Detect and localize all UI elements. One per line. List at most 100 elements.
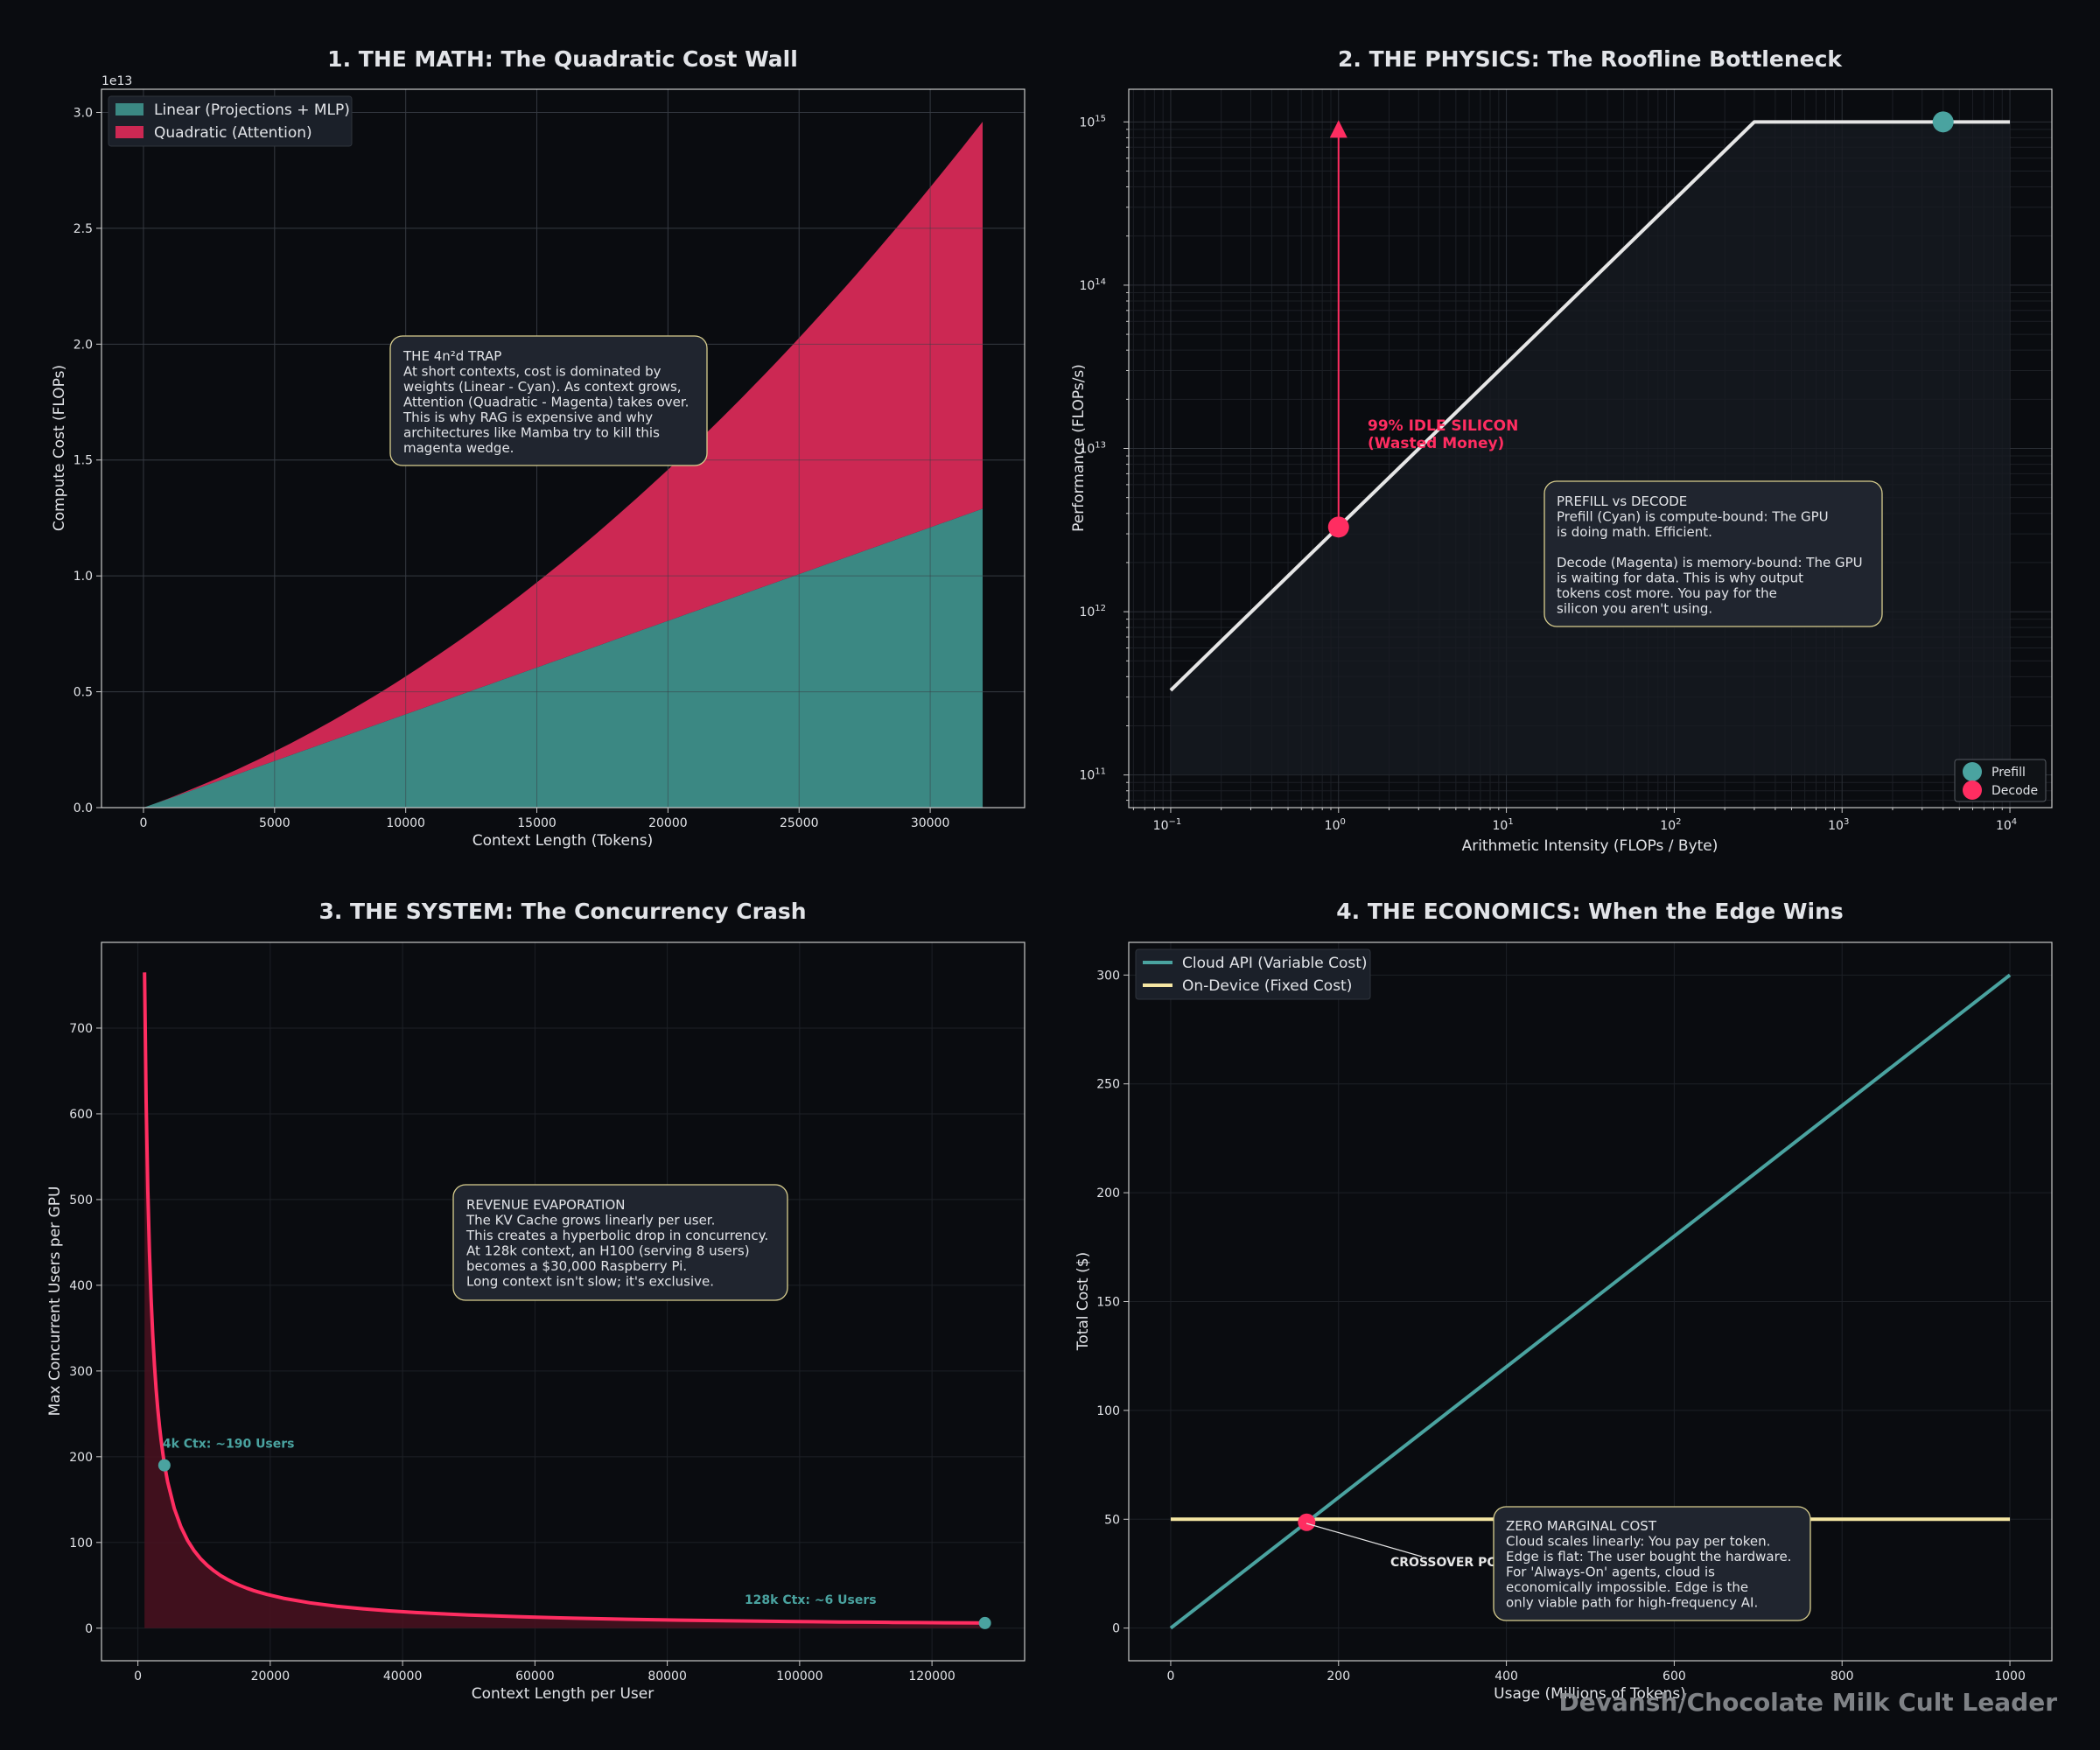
system-panel: 3. THE SYSTEM: The Concurrency Crash 0 20…	[46, 899, 1026, 1703]
x-tick-label: 1000	[1994, 1670, 2026, 1684]
system-annotation: REVENUE EVAPORATION The KV Cache grows li…	[452, 1184, 788, 1301]
x-tick-label: 120000	[908, 1670, 955, 1684]
x-tick-label: 5000	[259, 816, 290, 830]
tick-base: 10	[1079, 443, 1095, 457]
legend-swatch-linear	[116, 103, 144, 116]
y-tick-label: 150	[1096, 1296, 1120, 1310]
annotation-line: The KV Cache grows linearly per user.	[466, 1213, 715, 1228]
math-annotation-box	[389, 335, 708, 466]
annotation-line: Cloud scales linearly: You pay per token…	[1506, 1534, 1770, 1550]
system-plot-area	[143, 972, 991, 1629]
tick-exponent: 14	[1095, 277, 1106, 287]
tick-base: 10	[1660, 819, 1676, 833]
y-tick-label: 200	[69, 1451, 93, 1465]
economics-annotation-box	[1493, 1506, 1811, 1621]
annotation-line: THE 4n²d TRAP	[402, 348, 501, 364]
y-tick-label: 100	[1096, 1404, 1120, 1418]
math-ylabel: Compute Cost (FLOPs)	[51, 365, 68, 531]
economics-annotation-text: ZERO MARGINAL COST Cloud scales linearly:…	[1506, 1518, 1791, 1611]
x-tick-label: 10−1	[1153, 817, 1182, 833]
annotation-line: becomes a $30,000 Raspberry Pi.	[466, 1258, 687, 1274]
tick-base: 10	[1325, 819, 1340, 833]
prefill-point	[1932, 111, 1954, 133]
y-tick-label: 1014	[1079, 277, 1106, 293]
physics-annotation: PREFILL vs DECODE Prefill (Cyan) is compu…	[1544, 480, 1883, 627]
tick-exponent: 3	[1844, 817, 1849, 827]
y-tick-label: 2.0	[74, 338, 93, 352]
annotation-line: is doing math. Efficient.	[1557, 524, 1712, 540]
x-tick-label: 0	[134, 1670, 142, 1684]
y-tick-label: 1012	[1079, 604, 1106, 620]
legend-label-linear: Linear (Projections + MLP)	[154, 102, 350, 119]
annotation-line: silicon you aren't using.	[1557, 601, 1712, 617]
annotation-line: magenta wedge.	[403, 440, 514, 456]
quadratic-area	[144, 122, 983, 808]
crossover-callout: CROSSOVER POINT	[1306, 1522, 1521, 1570]
tick-exponent: −1	[1168, 817, 1181, 827]
physics-ylabel: Performance (FLOPs/s)	[1070, 364, 1088, 532]
annotation-line: ZERO MARGINAL COST	[1506, 1518, 1657, 1534]
tick-exponent: 0	[1340, 817, 1345, 827]
legend-label-device: On-Device (Fixed Cost)	[1182, 977, 1352, 995]
system-xlabel: Context Length per User	[472, 1685, 654, 1703]
annotation-line: For 'Always-On' agents, cloud is	[1506, 1564, 1715, 1580]
y-tick-label: 300	[1096, 969, 1120, 983]
economics-y-ticks: 0 50 100 150 200 250 300	[1096, 969, 1129, 1636]
tick-exponent: 4	[2012, 817, 2017, 827]
physics-annotation-text: PREFILL vs DECODE Prefill (Cyan) is compu…	[1557, 494, 1863, 617]
y-tick-label: 200	[1096, 1186, 1120, 1200]
math-title: 1. THE MATH: The Quadratic Cost Wall	[327, 46, 798, 72]
y-tick-label: 0	[1112, 1622, 1120, 1636]
system-point-labels: 4k Ctx: ~190 Users 128k Ctx: ~6 Users	[163, 1438, 877, 1607]
legend-swatch-quadratic	[116, 126, 144, 138]
legend-label-decode: Decode	[1992, 784, 2038, 798]
tick-base: 10	[1492, 819, 1508, 833]
x-tick-label: 600	[1662, 1670, 1686, 1684]
y-tick-label: 1.5	[74, 454, 93, 468]
y-tick-label: 300	[69, 1365, 93, 1379]
economics-annotation: ZERO MARGINAL COST Cloud scales linearly:…	[1493, 1506, 1811, 1621]
system-annotation-text: REVENUE EVAPORATION The KV Cache grows li…	[466, 1197, 768, 1290]
y-tick-label: 1015	[1079, 114, 1106, 130]
y-tick-label: 0	[85, 1622, 93, 1636]
system-annotation-box	[452, 1184, 788, 1301]
annotation-line: This creates a hyperbolic drop in concur…	[466, 1228, 768, 1243]
legend-marker-decode	[1963, 780, 1982, 800]
economics-legend-box	[1135, 948, 1371, 1000]
x-tick-label: 200	[1326, 1670, 1350, 1684]
economics-x-ticks: 0 200 400 600 800 1000	[1166, 1661, 2026, 1684]
annotation-line: Edge is flat: The user bought the hardwa…	[1506, 1549, 1791, 1564]
legend-marker-prefill	[1963, 762, 1982, 781]
y-tick-label: 2.5	[74, 222, 93, 236]
x-tick-label: 101	[1492, 817, 1513, 833]
math-panel: 1. THE MATH: The Quadratic Cost Wall 0 50…	[51, 46, 1026, 850]
tick-base: 10	[1153, 819, 1169, 833]
math-axes-frame	[101, 88, 1026, 808]
math-plot-area	[102, 89, 1025, 808]
watermark: Devansh/Chocolate Milk Cult Leader	[1558, 1688, 2057, 1717]
annotation-line: weights (Linear - Cyan). As context grow…	[403, 379, 682, 395]
y-tick-label: 1013	[1079, 441, 1106, 457]
system-x-ticks: 0 20000 40000 60000 80000 100000 120000	[134, 1661, 956, 1684]
tick-base: 10	[1079, 279, 1095, 293]
x-tick-label: 15000	[517, 816, 556, 830]
x-tick-label: 103	[1828, 817, 1849, 833]
physics-x-ticks: 10−1 100 101 102 103 104	[1132, 808, 2017, 833]
annotation-line: Decode (Magenta) is memory-bound: The GP…	[1557, 555, 1863, 570]
highlight-point	[978, 1616, 991, 1629]
math-y-ticks: 0.0 0.5 1.0 1.5 2.0 2.5 3.0	[74, 106, 102, 816]
physics-title: 2. THE PHYSICS: The Roofline Bottleneck	[1338, 46, 1843, 72]
y-tick-label: 50	[1104, 1513, 1120, 1527]
physics-xlabel: Arithmetic Intensity (FLOPs / Byte)	[1462, 837, 1718, 855]
x-tick-label: 100	[1325, 817, 1346, 833]
tick-exponent: 11	[1095, 767, 1106, 777]
annotation-line: This is why RAG is expensive and why	[402, 410, 653, 425]
y-tick-label: 400	[69, 1279, 93, 1293]
concurrency-curve	[143, 972, 985, 1625]
economics-ylabel: Total Cost ($)	[1074, 1252, 1092, 1351]
annotation-line: At 128k context, an H100 (serving 8 user…	[466, 1243, 750, 1259]
tick-base: 10	[1079, 606, 1095, 620]
annotation-line: is waiting for data. This is why output	[1557, 570, 1803, 586]
